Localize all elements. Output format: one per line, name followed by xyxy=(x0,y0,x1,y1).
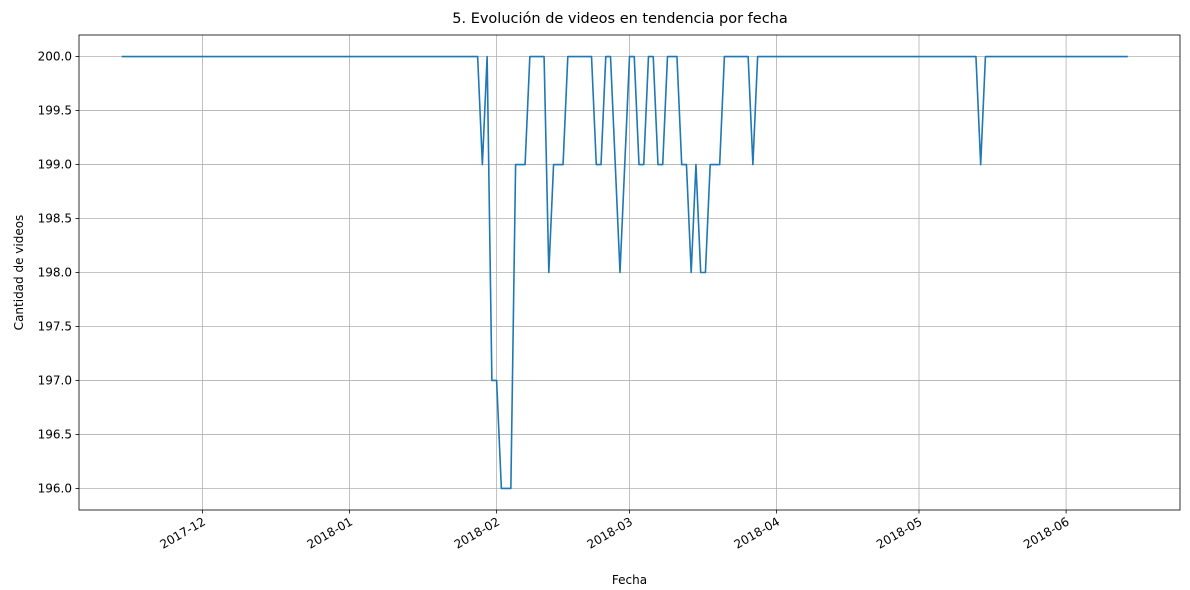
x-tick-label: 2018-05 xyxy=(874,514,924,551)
y-axis-title: Cantidad de videos xyxy=(12,215,26,331)
y-tick-label: 200.0 xyxy=(38,50,72,64)
x-tick-label: 2018-02 xyxy=(452,514,502,551)
y-tick-label: 198.0 xyxy=(38,266,72,280)
x-tick-label: 2018-01 xyxy=(305,514,355,551)
x-axis-title: Fecha xyxy=(612,573,647,587)
y-tick-label: 196.5 xyxy=(38,427,72,441)
x-axis: 2017-12 2018-01 2018-02 2018-03 2018-04 2018-… xyxy=(157,510,1072,552)
y-tick-label: 197.0 xyxy=(38,373,72,387)
x-tick-label: 2018-06 xyxy=(1021,514,1071,551)
y-tick-label: 198.5 xyxy=(38,212,72,226)
y-axis: 196.0 196.5 197.0 197.5 198.0 198.5 199.0 199.5… xyxy=(38,50,79,495)
y-tick-label: 199.5 xyxy=(38,104,72,118)
x-tick-label: 2018-03 xyxy=(585,514,635,551)
y-tick-label: 199.0 xyxy=(38,158,72,172)
y-tick-label: 196.0 xyxy=(38,481,72,495)
chart-title: 5. Evolución de videos en tendencia por … xyxy=(452,11,788,27)
x-tick-label: 2017-12 xyxy=(157,514,207,551)
y-tick-label: 197.5 xyxy=(38,319,72,333)
x-tick-label: 2018-04 xyxy=(732,514,782,551)
grid-lines xyxy=(79,35,1180,510)
series-line-0 xyxy=(121,55,1128,490)
series-layer xyxy=(121,55,1128,490)
